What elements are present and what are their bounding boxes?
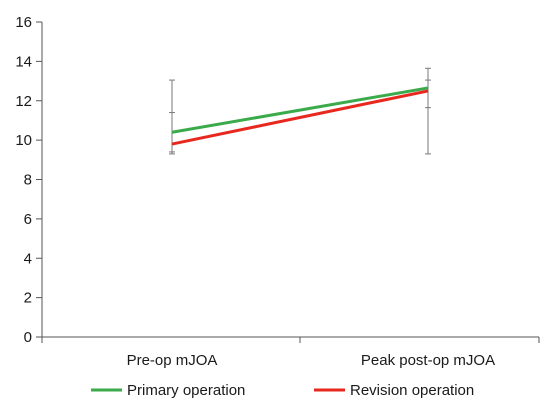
y-tick-label: 4 <box>24 250 32 267</box>
y-tick-label: 8 <box>24 172 32 189</box>
y-tick-label: 14 <box>15 53 32 70</box>
y-tick-label: 12 <box>15 93 32 110</box>
series-lines <box>171 86 429 146</box>
y-tick-label: 2 <box>24 290 32 307</box>
y-tick-label: 16 <box>15 14 32 31</box>
x-tick-label: Pre-op mJOA <box>127 352 218 369</box>
primary-operation-line <box>171 86 429 134</box>
legend-label-revision-operation: Revision operation <box>350 382 474 399</box>
revision-operation-line <box>171 89 429 146</box>
legend: Primary operation Revision operation <box>91 382 474 399</box>
y-axis: 0 2 4 6 8 10 12 14 16 <box>15 14 43 346</box>
x-tick-label: Peak post-op mJOA <box>361 352 495 369</box>
legend-label-primary-operation: Primary operation <box>127 382 245 399</box>
y-tick-label: 10 <box>15 132 32 149</box>
y-tick-label: 6 <box>24 211 32 228</box>
y-tick-label: 0 <box>24 329 32 346</box>
x-axis: Pre-op mJOA Peak post-op mJOA <box>41 336 540 369</box>
